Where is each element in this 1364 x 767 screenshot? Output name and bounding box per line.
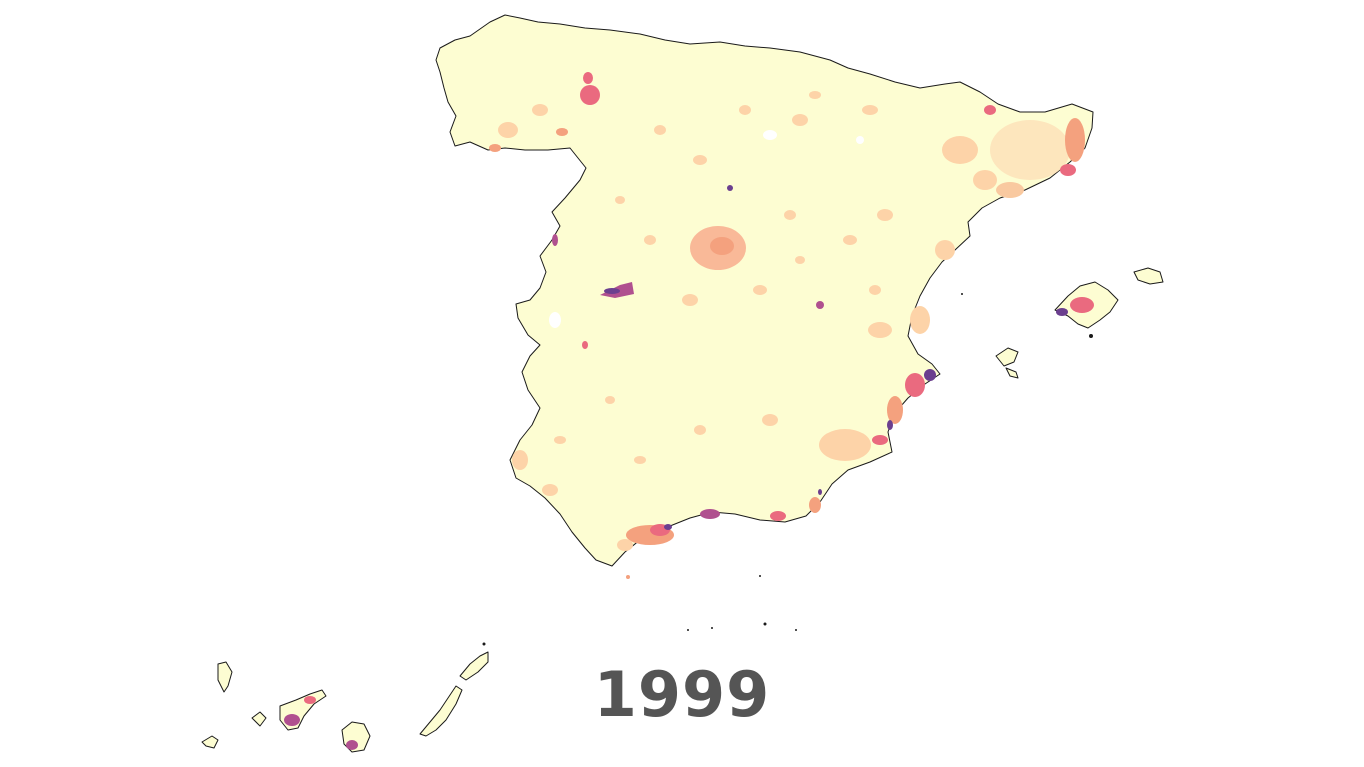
north-africa-specks [626,293,963,631]
formentera [1005,367,1019,379]
balearic-islands [995,267,1164,379]
menorca [1133,267,1164,285]
canary-islands [201,642,489,753]
el-hierro [201,735,219,749]
year-label: 1999 [593,658,771,731]
la-gomera [251,711,267,727]
la-palma [217,661,233,693]
lanzarote [459,651,489,681]
madrid-core [710,237,734,255]
ibiza [995,347,1019,367]
fuerteventura [419,685,463,737]
mainland-municipality-patches [489,72,1085,551]
